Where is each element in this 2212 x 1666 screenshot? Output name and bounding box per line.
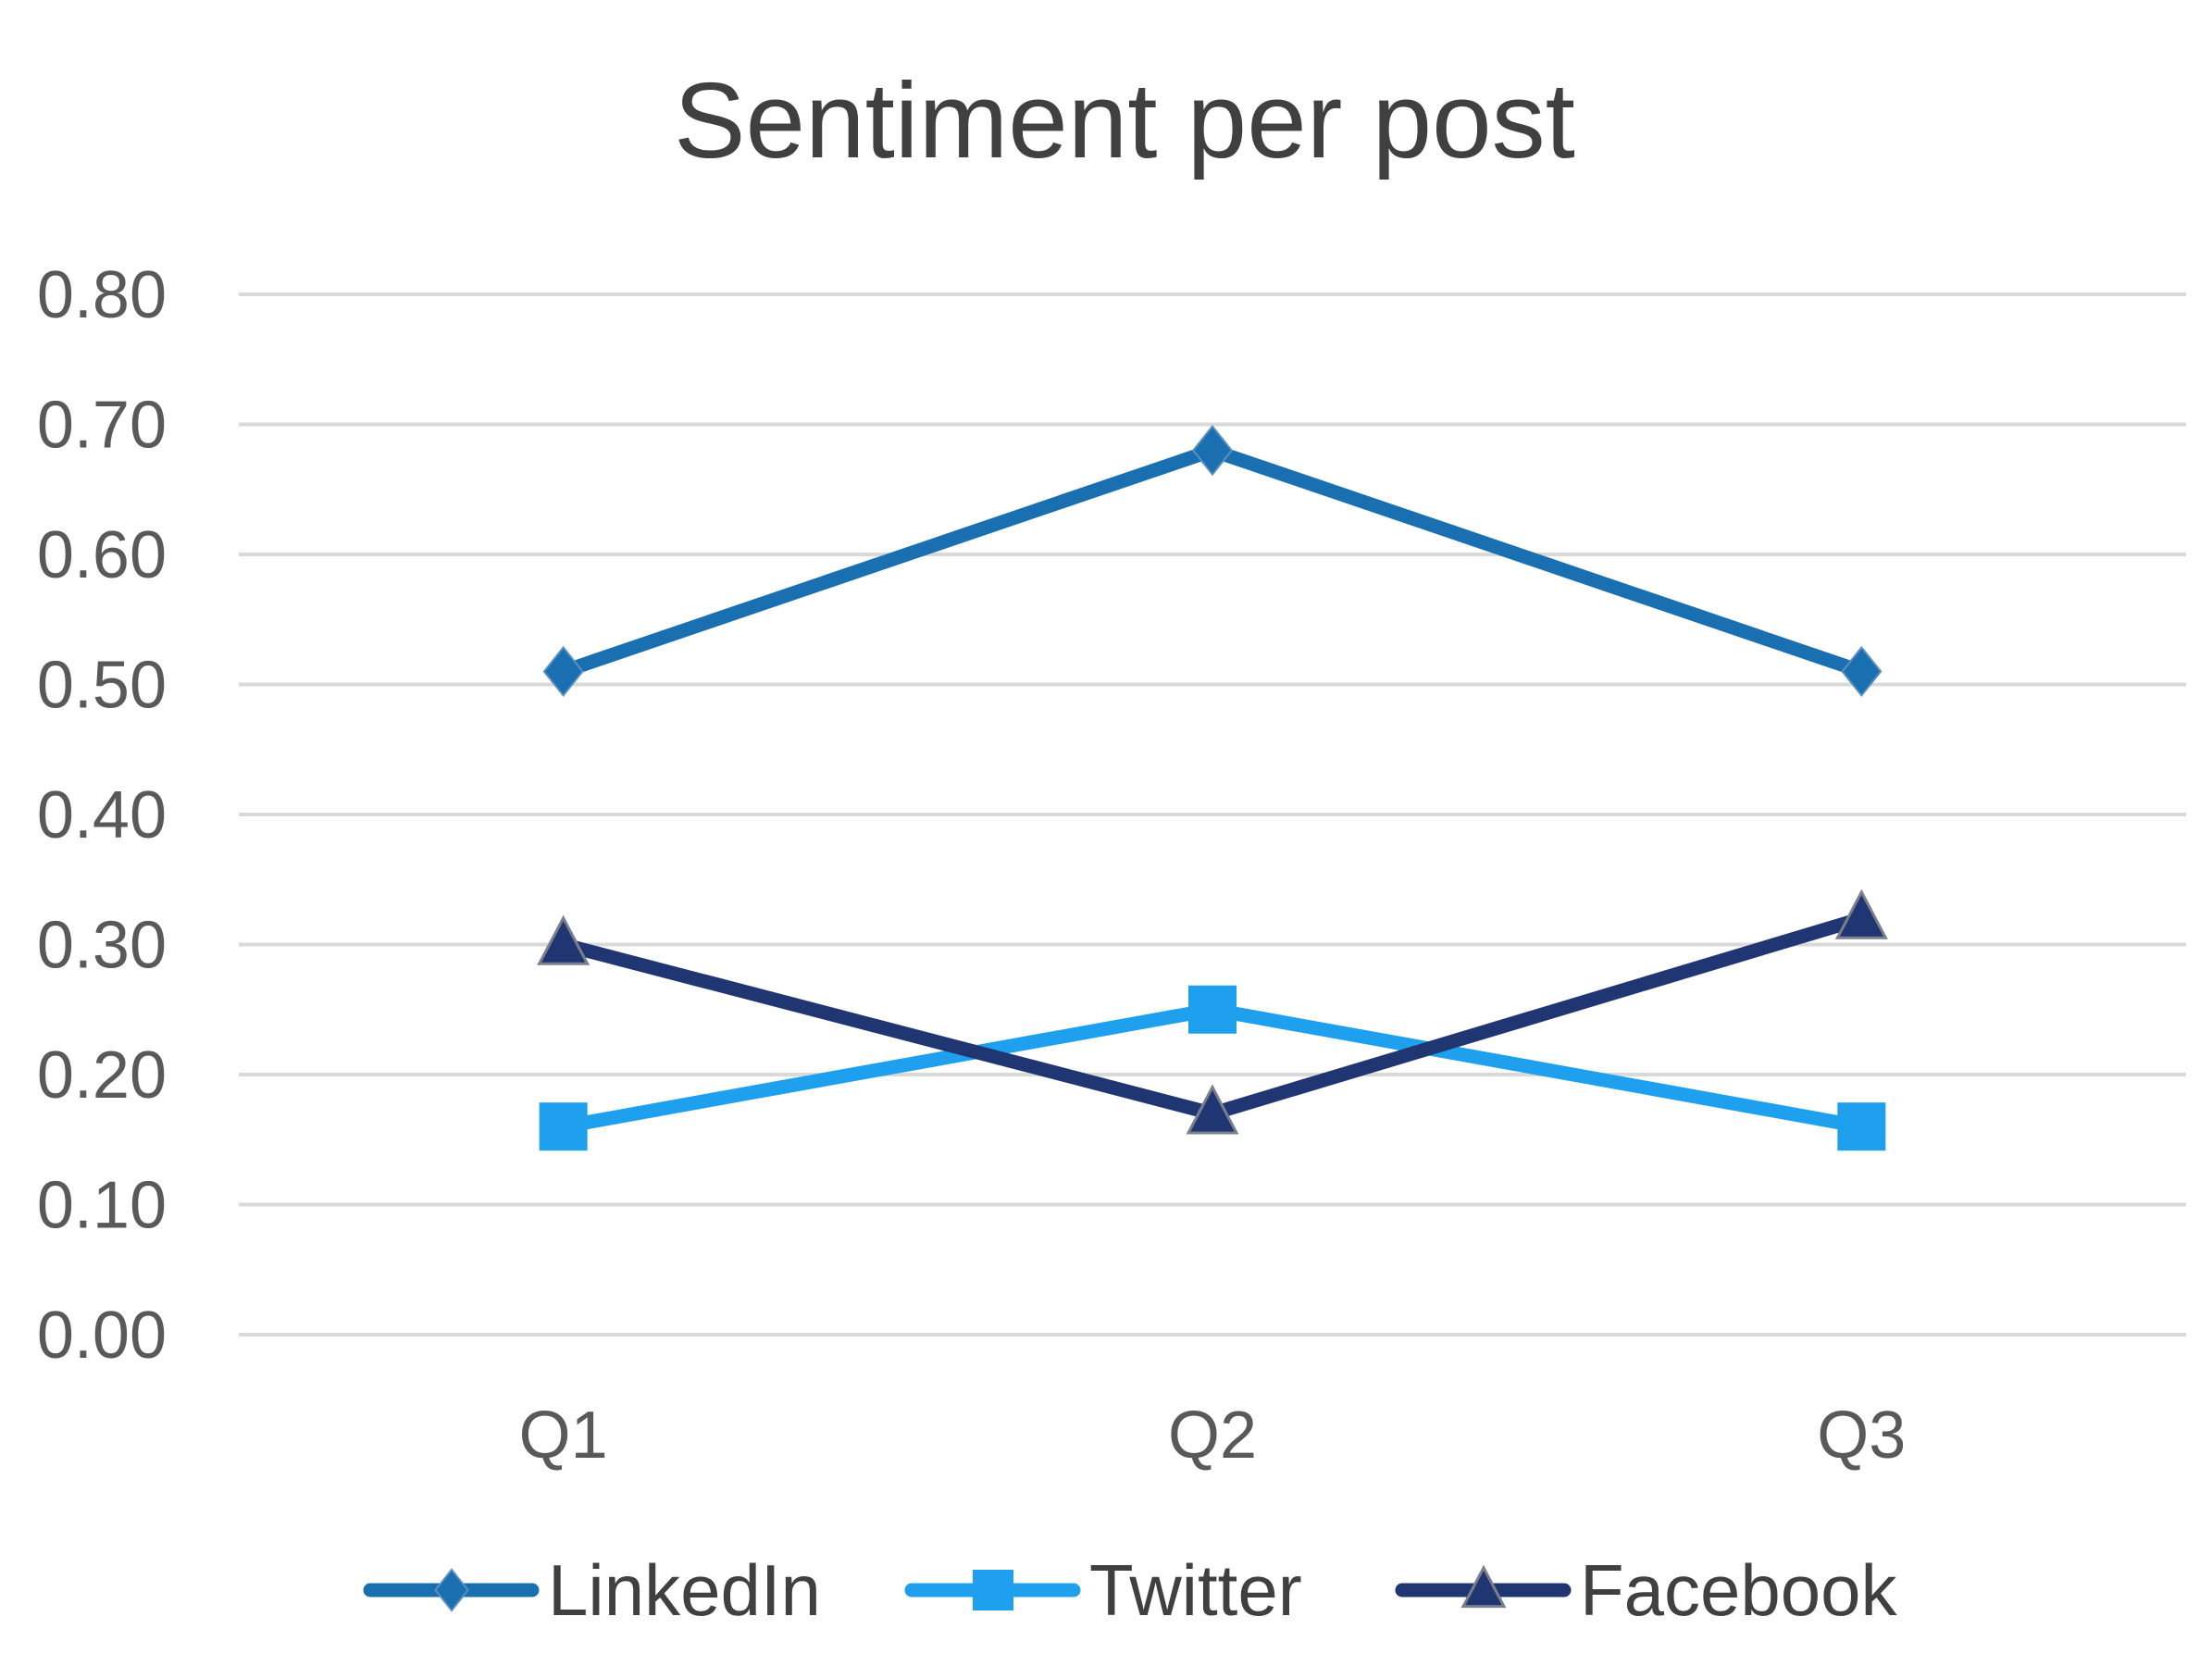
data-point bbox=[1837, 1102, 1886, 1151]
data-point bbox=[1191, 424, 1234, 477]
x-tick-label: Q2 bbox=[1168, 1399, 1257, 1473]
series-lines bbox=[537, 424, 1888, 1151]
data-point bbox=[539, 1102, 588, 1151]
data-point bbox=[537, 914, 590, 965]
y-axis-ticks: 0.80 0.70 0.60 0.50 0.40 0.30 0.20 0.10 0.00 bbox=[37, 258, 167, 1373]
legend-marker bbox=[1460, 1564, 1507, 1609]
legend-label: Facebook bbox=[1580, 1549, 1898, 1631]
y-tick-label: 0.50 bbox=[37, 649, 167, 723]
x-tick-label: Q3 bbox=[1817, 1399, 1906, 1473]
y-tick-label: 0.20 bbox=[37, 1038, 167, 1113]
series-linkedin bbox=[542, 424, 1883, 698]
series-line bbox=[556, 443, 1869, 678]
y-tick-label: 0.10 bbox=[37, 1169, 167, 1243]
series-facebook bbox=[537, 889, 1888, 1135]
x-tick-label: Q1 bbox=[519, 1399, 608, 1473]
legend-marker bbox=[973, 1570, 1013, 1610]
legend: LinkedIn Twitter Facebook bbox=[363, 1549, 1898, 1631]
y-tick-label: 0.60 bbox=[37, 518, 167, 592]
chart-title: Sentiment per post bbox=[674, 60, 1575, 180]
legend-item-facebook: Facebook bbox=[1395, 1549, 1898, 1631]
data-point bbox=[1186, 1084, 1239, 1135]
data-point bbox=[1841, 645, 1883, 698]
x-axis-ticks: Q1 Q2 Q3 bbox=[519, 1399, 1907, 1473]
y-tick-label: 0.80 bbox=[37, 258, 167, 332]
data-point bbox=[1188, 985, 1236, 1034]
y-tick-label: 0.30 bbox=[37, 909, 167, 983]
y-tick-label: 0.00 bbox=[37, 1299, 167, 1373]
legend-marker bbox=[434, 1568, 469, 1612]
legend-item-twitter: Twitter bbox=[904, 1549, 1302, 1631]
legend-label: LinkedIn bbox=[548, 1549, 821, 1631]
legend-label: Twitter bbox=[1089, 1549, 1302, 1631]
series-twitter bbox=[539, 985, 1886, 1151]
data-point bbox=[1834, 889, 1888, 939]
legend-item-linkedin: LinkedIn bbox=[363, 1549, 821, 1631]
y-tick-label: 0.40 bbox=[37, 778, 167, 852]
data-point bbox=[542, 645, 584, 698]
y-tick-label: 0.70 bbox=[37, 389, 167, 463]
